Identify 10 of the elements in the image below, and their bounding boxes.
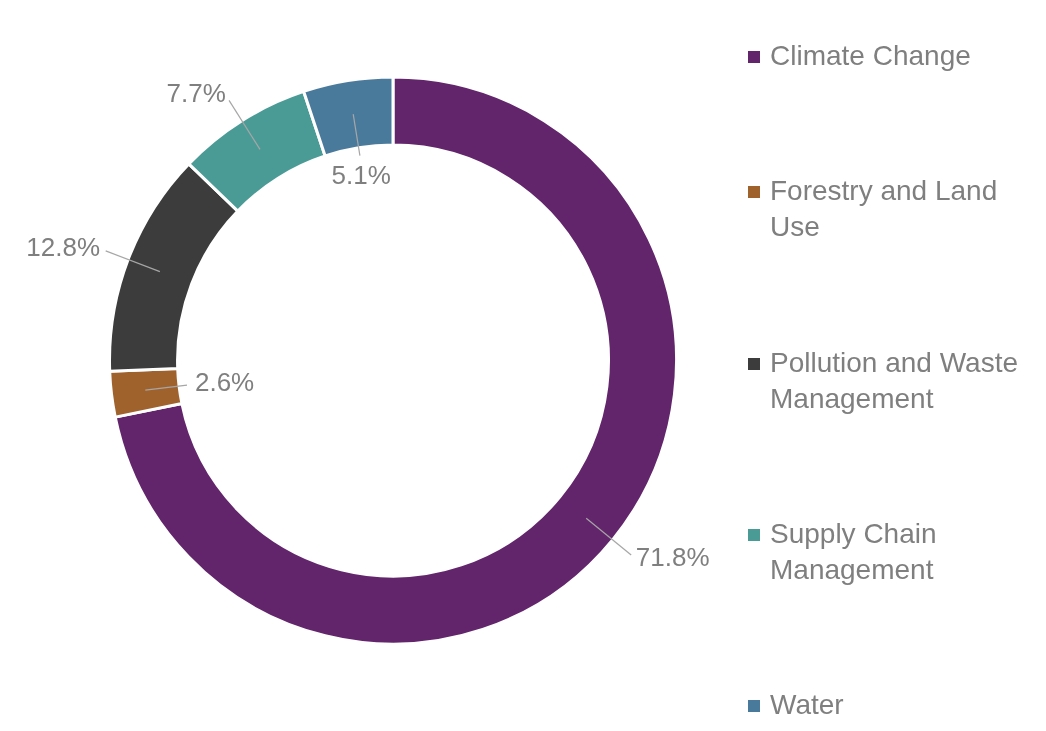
data-label: 7.7% [166,78,226,109]
legend-label: Pollution and Waste Management [770,345,1019,416]
legend-label: Water [770,688,844,722]
data-label: 2.6% [194,367,255,398]
data-label: 5.1% [331,159,391,190]
data-label: 71.8% [635,541,710,572]
legend-label: Forestry and Land Use [770,174,999,245]
legend-label: Climate Change [770,39,971,73]
data-label: 12.8% [26,231,101,262]
legend-label: Supply Chain Management [770,516,938,587]
